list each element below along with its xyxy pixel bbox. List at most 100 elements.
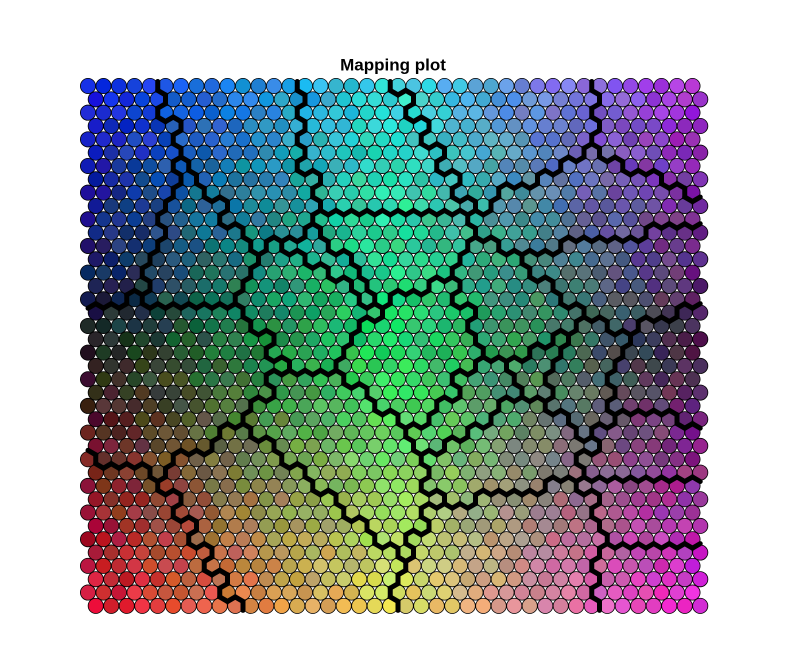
unit [320, 571, 337, 588]
unit [459, 464, 476, 481]
unit [645, 571, 662, 588]
unit [545, 78, 562, 95]
unit [118, 597, 135, 614]
unit [420, 78, 437, 95]
unit [312, 504, 329, 521]
unit [242, 117, 259, 134]
unit [374, 184, 391, 201]
unit [529, 131, 546, 148]
unit [258, 171, 275, 188]
unit [111, 371, 128, 388]
unit [227, 117, 244, 134]
unit [203, 264, 220, 281]
unit [622, 504, 639, 521]
boundary [465, 501, 478, 511]
unit [498, 264, 515, 281]
unit [250, 557, 267, 574]
unit [273, 91, 290, 108]
unit [358, 157, 375, 174]
unit [475, 437, 492, 454]
unit [157, 557, 174, 574]
unit [87, 144, 104, 161]
unit [607, 131, 624, 148]
unit [118, 224, 135, 241]
unit [684, 104, 701, 121]
boundary [457, 434, 471, 444]
unit [87, 197, 104, 214]
unit [141, 371, 158, 388]
unit [327, 184, 344, 201]
unit [335, 117, 352, 134]
unit [203, 397, 220, 414]
unit [692, 277, 709, 294]
unit [111, 584, 128, 601]
unit [661, 197, 678, 214]
unit [614, 117, 631, 134]
unit [95, 424, 112, 441]
boundary [480, 207, 494, 218]
unit [397, 304, 414, 321]
unit [134, 491, 151, 508]
unit [281, 477, 298, 494]
unit [614, 597, 631, 614]
unit [374, 451, 391, 468]
unit [289, 304, 306, 321]
unit [103, 491, 120, 508]
unit [498, 451, 515, 468]
unit [420, 184, 437, 201]
unit [196, 597, 213, 614]
unit [397, 491, 414, 508]
unit [413, 224, 430, 241]
unit [669, 557, 686, 574]
unit [343, 557, 360, 574]
unit [219, 104, 236, 121]
unit [312, 104, 329, 121]
unit [498, 317, 515, 334]
unit [141, 317, 158, 334]
unit [149, 571, 166, 588]
unit [467, 397, 484, 414]
unit [203, 344, 220, 361]
unit [358, 344, 375, 361]
unit [467, 557, 484, 574]
unit [250, 584, 267, 601]
unit [397, 224, 414, 241]
unit [172, 424, 189, 441]
unit [614, 304, 631, 321]
unit [134, 331, 151, 348]
unit [165, 331, 182, 348]
unit [227, 491, 244, 508]
unit [537, 144, 554, 161]
unit [103, 517, 120, 534]
unit [320, 517, 337, 534]
unit [583, 357, 600, 374]
unit [258, 304, 275, 321]
unit [87, 331, 104, 348]
unit [560, 211, 577, 228]
unit [281, 504, 298, 521]
unit [118, 491, 135, 508]
unit [661, 91, 678, 108]
unit [389, 237, 406, 254]
unit [296, 424, 313, 441]
unit [676, 251, 693, 268]
unit [172, 237, 189, 254]
unit [638, 557, 655, 574]
unit [638, 104, 655, 121]
unit [537, 197, 554, 214]
unit [576, 344, 593, 361]
unit [265, 584, 282, 601]
unit [335, 91, 352, 108]
unit [196, 411, 213, 428]
unit [661, 384, 678, 401]
unit [568, 544, 585, 561]
unit [475, 144, 492, 161]
unit [327, 584, 344, 601]
unit [126, 424, 143, 441]
unit [490, 597, 507, 614]
unit [343, 397, 360, 414]
unit [320, 597, 337, 614]
unit [669, 371, 686, 388]
unit [374, 264, 391, 281]
unit [141, 584, 158, 601]
